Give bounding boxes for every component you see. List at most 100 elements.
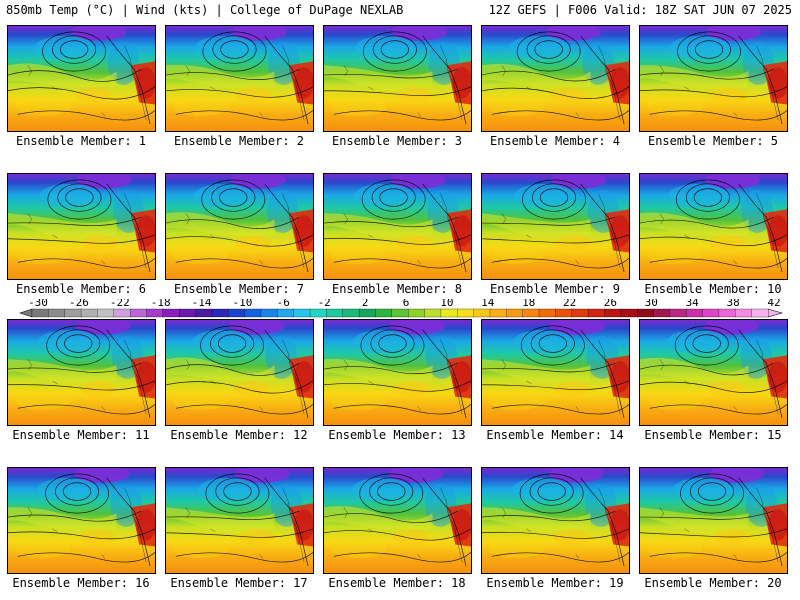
ensemble-member-label: Ensemble Member: 1: [15, 134, 147, 148]
colorbar-swatch: [162, 308, 180, 318]
ensemble-member-map: [481, 173, 630, 280]
colorbar-swatch: [391, 308, 409, 318]
ensemble-member-map: [639, 467, 788, 574]
ensemble-member-map: [7, 173, 156, 280]
colorbar-tick-label: -26: [69, 299, 89, 309]
colorbar-swatch: [702, 308, 720, 318]
ensemble-member-map: [7, 25, 156, 132]
colorbar-swatch: [97, 308, 115, 318]
colorbar-swatch: [113, 308, 131, 318]
ensemble-member-label: Ensemble Member: 16: [12, 576, 150, 590]
colorbar-swatch: [440, 308, 458, 318]
colorbar-tick-label: -18: [151, 299, 171, 309]
colorbar-swatch: [48, 308, 66, 318]
colorbar-swatch: [637, 308, 655, 318]
temperature-colorbar: -30 -26 -22 -18 -14 -10 -6 -2 2 6 10 14 18 22 26 30 34 38…: [19, 299, 784, 318]
ensemble-member-label: Ensemble Member: 13: [328, 428, 466, 442]
ensemble-member-map: [165, 25, 314, 132]
ensemble-member-map: [165, 319, 314, 426]
colorbar-swatch: [473, 308, 491, 318]
colorbar-swatch: [80, 308, 98, 318]
colorbar-swatch: [735, 308, 753, 318]
ensemble-member-label: Ensemble Member: 9: [489, 282, 621, 296]
colorbar-swatch: [211, 308, 229, 318]
ensemble-member-label: Ensemble Member: 4: [489, 134, 621, 148]
ensemble-member-label: Ensemble Member: 17: [170, 576, 308, 590]
ensemble-member-label: Ensemble Member: 7: [173, 282, 305, 296]
ensemble-member-label: Ensemble Member: 2: [173, 134, 305, 148]
colorbar-tick-label: 14: [481, 299, 495, 309]
colorbar-tick-label: 38: [726, 299, 739, 309]
ensemble-member-map: [7, 467, 156, 574]
colorbar-swatch: [587, 308, 606, 318]
ensemble-member-label: Ensemble Member: 6: [15, 282, 147, 296]
colorbar-swatch: [457, 308, 475, 318]
colorbar-swatch: [555, 308, 573, 318]
colorbar-swatch: [424, 308, 442, 318]
ensemble-member-label: Ensemble Member: 18: [328, 576, 466, 590]
ensemble-member-label: Ensemble Member: 3: [331, 134, 463, 148]
ensemble-member-map: [323, 25, 472, 132]
colorbar-swatch: [522, 308, 540, 318]
colorbar-swatch: [375, 308, 393, 318]
colorbar-swatch: [538, 308, 556, 318]
colorbar-swatch: [244, 308, 262, 318]
header-left-title: 850mb Temp (°C) | Wind (kts) | College o…: [6, 3, 404, 17]
colorbar-tick-label: -14: [192, 299, 212, 309]
colorbar-swatch: [277, 308, 295, 318]
colorbar-tick-label: 2: [362, 299, 369, 309]
ensemble-member-label: Ensemble Member: 10: [644, 282, 782, 296]
header-right-title: 12Z GEFS | F006 Valid: 18Z SAT JUN 07 20…: [488, 3, 792, 17]
colorbar-tick-label: 18: [522, 299, 535, 309]
colorbar-tick-label: 30: [645, 299, 658, 309]
colorbar-swatch: [228, 308, 246, 318]
colorbar-swatch: [506, 308, 524, 318]
colorbar-tick-label: 10: [440, 299, 453, 309]
ensemble-member-map: [323, 173, 472, 280]
ensemble-member-map: [481, 25, 630, 132]
ensemble-member-label: Ensemble Member: 14: [486, 428, 624, 442]
ensemble-member-map: [7, 319, 156, 426]
colorbar-min-arrow: [19, 308, 33, 318]
ensemble-member-label: Ensemble Member: 11: [12, 428, 150, 442]
colorbar-tick-label: -2: [318, 299, 331, 309]
ensemble-member-label: Ensemble Member: 5: [647, 134, 779, 148]
colorbar-swatch: [604, 308, 622, 318]
ensemble-member-map: [639, 173, 788, 280]
colorbar-swatch: [309, 308, 327, 318]
colorbar-swatch: [718, 308, 736, 318]
colorbar-swatch: [653, 308, 671, 318]
ensemble-member-label: Ensemble Member: 15: [644, 428, 782, 442]
ensemble-member-map: [165, 467, 314, 574]
ensemble-member-map: [165, 173, 314, 280]
colorbar-swatch: [669, 308, 687, 318]
colorbar-swatch: [358, 308, 377, 318]
colorbar-tick-label: -30: [28, 299, 48, 309]
ensemble-member-map: [639, 25, 788, 132]
colorbar-tick-label: 26: [604, 299, 617, 309]
ensemble-member-label: Ensemble Member: 8: [331, 282, 463, 296]
colorbar-tick-label: -6: [277, 299, 290, 309]
colorbar-swatch: [408, 308, 426, 318]
ensemble-member-label: Ensemble Member: 19: [486, 576, 624, 590]
colorbar-swatch: [146, 308, 164, 318]
ensemble-member-label: Ensemble Member: 12: [170, 428, 308, 442]
colorbar-max-arrow: [767, 308, 784, 318]
ensemble-member-map: [639, 319, 788, 426]
colorbar-swatch: [195, 308, 213, 318]
colorbar-swatch: [260, 308, 278, 318]
colorbar-tick-label: -22: [110, 299, 130, 309]
colorbar-swatch: [326, 308, 344, 318]
ensemble-member-map: [323, 319, 472, 426]
colorbar-tick-label: 22: [563, 299, 576, 309]
ensemble-member-map: [481, 467, 630, 574]
colorbar-swatch: [571, 308, 589, 318]
colorbar-swatch: [31, 308, 49, 318]
colorbar-swatch: [686, 308, 704, 318]
colorbar-swatch: [751, 308, 769, 318]
colorbar-swatch: [64, 308, 82, 318]
colorbar-swatch: [620, 308, 638, 318]
ensemble-member-label: Ensemble Member: 20: [644, 576, 782, 590]
ensemble-member-map: [323, 467, 472, 574]
colorbar-swatch: [293, 308, 311, 318]
